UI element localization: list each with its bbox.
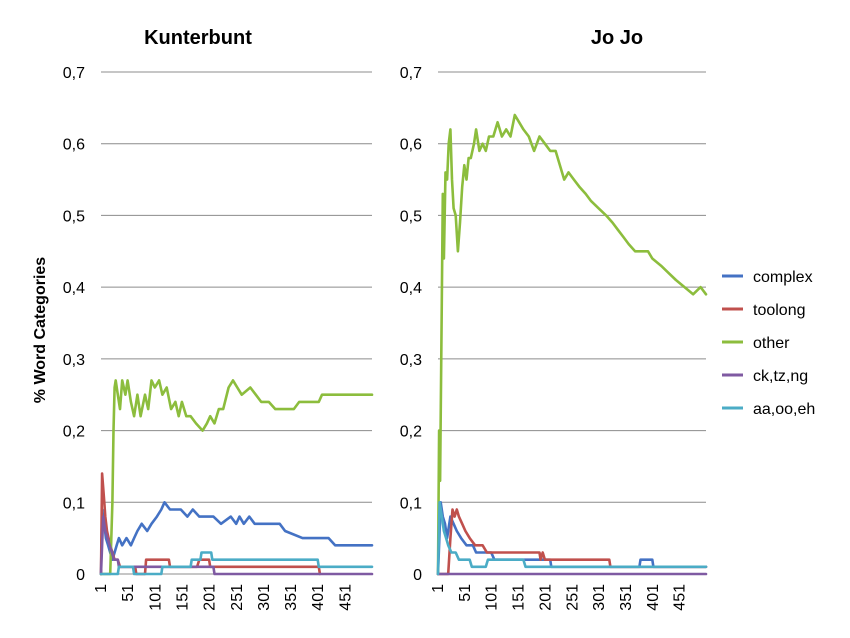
series-line-complex — [436, 501, 708, 576]
y-tick-label: 0,7 — [63, 65, 85, 82]
legend-label-aa-oo-eh: aa,oo,eh — [753, 401, 815, 418]
chart-title: Jo Jo — [591, 27, 643, 49]
legend-label-complex: complex — [753, 269, 813, 286]
y-tick-label: 0,5 — [63, 208, 85, 225]
x-tick-label: 301 — [256, 584, 273, 611]
series-line-ck-tz-ng — [99, 515, 374, 576]
chart-title: Kunterbunt — [144, 27, 252, 49]
x-tick-label: 151 — [174, 584, 191, 611]
series-line-aa-oo-eh — [99, 551, 374, 576]
x-tick-label: 251 — [564, 584, 581, 611]
y-tick-label: 0,2 — [400, 424, 422, 441]
legend: complex toolong other ck,tz,ng aa,oo,eh — [722, 269, 815, 418]
y-axis-label: % Word Categories — [32, 257, 49, 404]
x-tick-label: 201 — [202, 584, 219, 611]
x-tick-label: 351 — [283, 584, 300, 611]
y-tick-label: 0,3 — [400, 352, 422, 369]
x-tick-label: 401 — [645, 584, 662, 611]
series-line-other — [99, 379, 374, 576]
x-tick-label: 201 — [537, 584, 554, 611]
x-tick-label: 51 — [457, 584, 474, 602]
x-tick-label: 401 — [310, 584, 327, 611]
legend-label-toolong: toolong — [753, 302, 806, 319]
x-tick-label: 301 — [591, 584, 608, 611]
x-tick-label: 101 — [147, 584, 164, 611]
x-tick-label: 451 — [337, 584, 354, 611]
x-tick-label: 251 — [229, 584, 246, 611]
x-tick-label: 101 — [484, 584, 501, 611]
y-tick-label: 0,6 — [400, 137, 422, 154]
y-tick-label: 0,5 — [400, 208, 422, 225]
y-tick-label: 0 — [76, 567, 85, 584]
y-tick-label: 0,4 — [63, 280, 85, 297]
series-line-other — [436, 113, 708, 576]
x-tick-label: 51 — [120, 584, 137, 602]
legend-label-other: other — [753, 335, 790, 352]
x-tick-label: 151 — [511, 584, 528, 611]
y-tick-label: 0,2 — [63, 424, 85, 441]
y-tick-label: 0,1 — [63, 495, 85, 512]
x-tick-label: 351 — [618, 584, 635, 611]
y-tick-label: 0,1 — [400, 495, 422, 512]
series-line-complex — [99, 501, 374, 576]
legend-label-ck-tz-ng: ck,tz,ng — [753, 368, 808, 385]
y-tick-label: 0,6 — [63, 137, 85, 154]
y-tick-label: 0,4 — [400, 280, 422, 297]
x-tick-label: 1 — [430, 584, 447, 593]
series-line-aa-oo-eh — [436, 501, 708, 576]
y-tick-label: 0 — [413, 567, 422, 584]
y-tick-label: 0,7 — [400, 65, 422, 82]
y-tick-label: 0,3 — [63, 352, 85, 369]
series-line-toolong — [436, 508, 708, 576]
x-tick-label: 451 — [672, 584, 689, 611]
x-tick-label: 1 — [93, 584, 110, 593]
